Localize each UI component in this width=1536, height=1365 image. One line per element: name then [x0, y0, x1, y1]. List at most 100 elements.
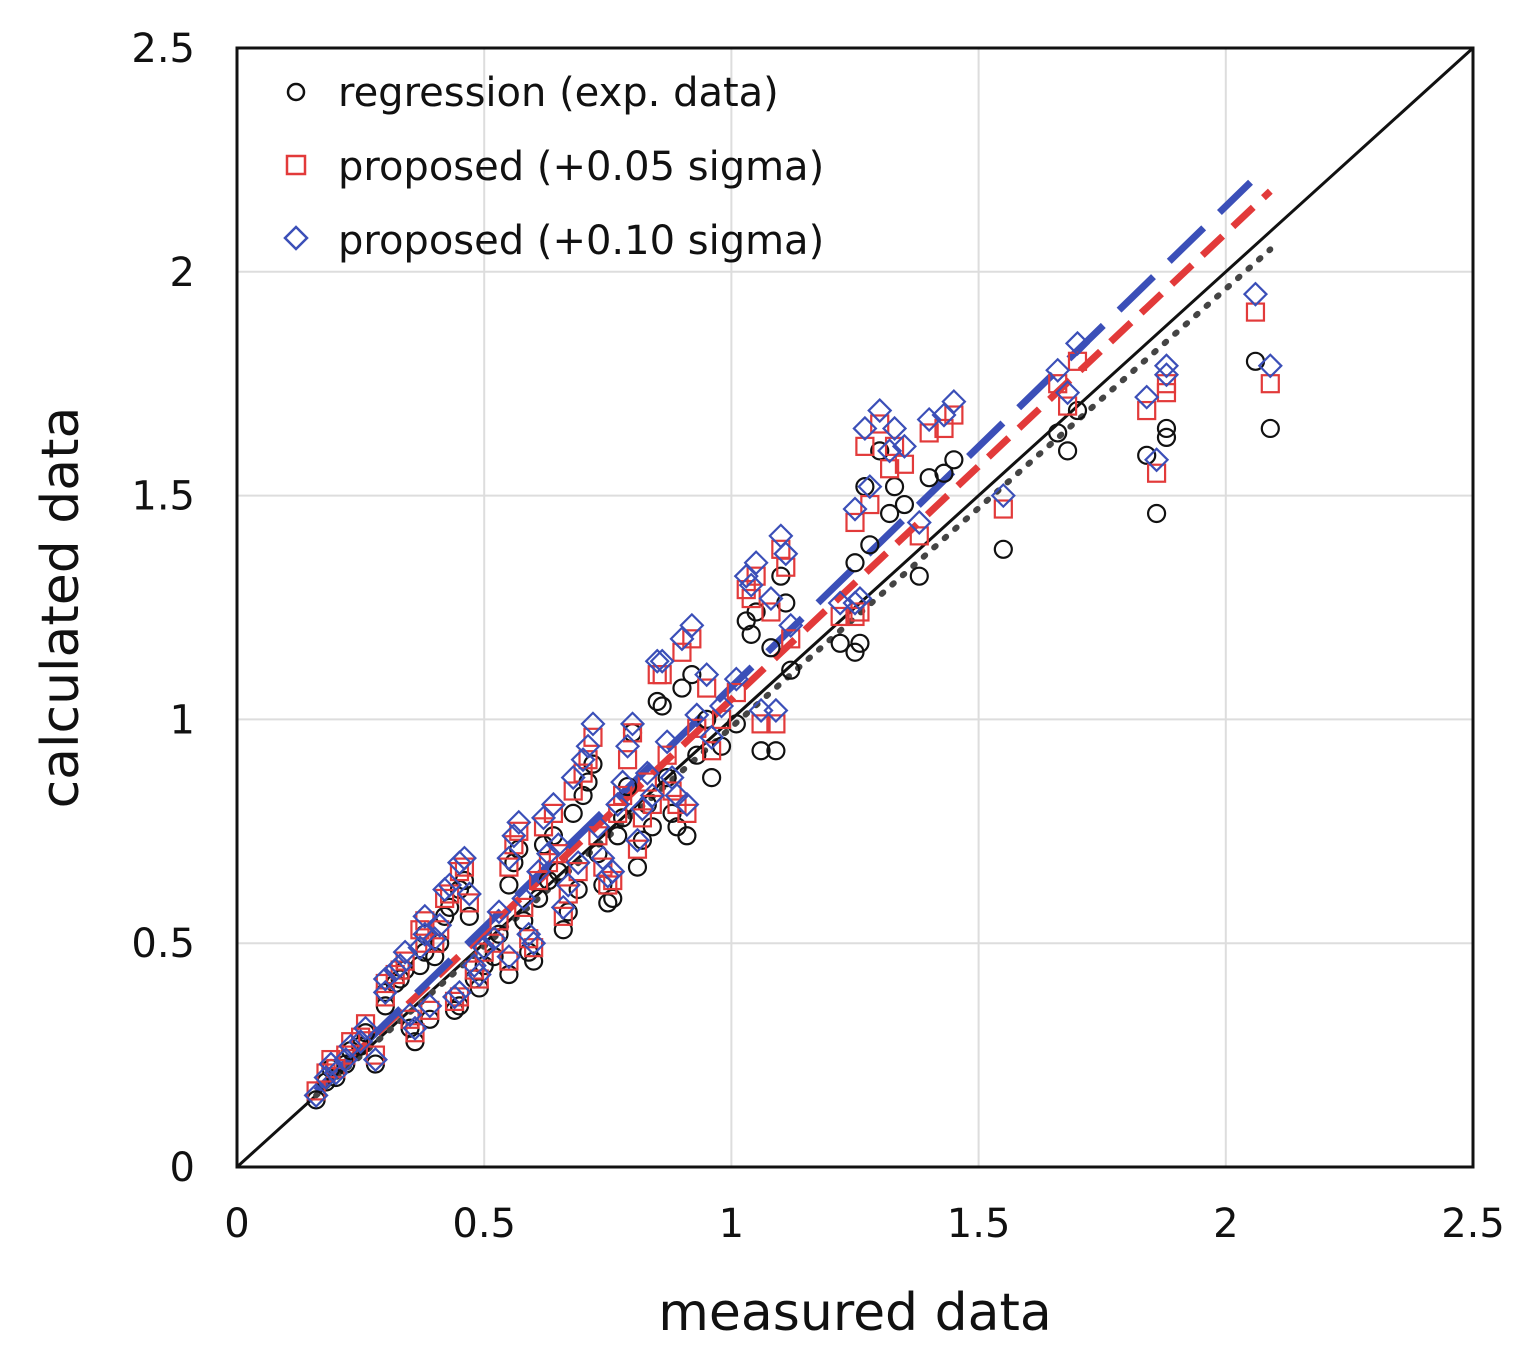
data-point-sigma010 [743, 550, 769, 576]
data-point-sigma010 [575, 733, 601, 759]
x-tick-label: 0 [224, 1201, 249, 1247]
data-point-regression [711, 736, 732, 756]
data-point-regression [1048, 423, 1068, 443]
data-point-sigma005 [563, 781, 583, 801]
data-point-sigma005 [944, 405, 964, 425]
data-point-sigma010 [1134, 384, 1160, 410]
data-point-sigma005 [880, 459, 900, 479]
data-point-sigma010 [778, 612, 804, 638]
data-point-sigma005 [894, 454, 915, 474]
data-point-sigma010 [867, 398, 893, 424]
data-point-regression [553, 920, 573, 940]
data-point-sigma005 [306, 1081, 326, 1101]
data-point-sigma010 [540, 791, 566, 817]
data-point-sigma010 [550, 894, 576, 920]
data-point-sigma010 [451, 845, 477, 871]
data-point-sigma005 [830, 606, 850, 627]
y-tick-labels: 0 0.5 1 1.5 2 2.5 [131, 26, 195, 1191]
data-point-sigma010 [684, 702, 710, 728]
data-point-sigma005 [1057, 396, 1078, 416]
data-point-sigma005 [499, 951, 519, 971]
data-point-sigma010 [1242, 281, 1269, 307]
data-point-sigma005 [845, 512, 865, 533]
data-point-sigma005 [548, 844, 568, 864]
data-point-sigma005 [484, 933, 504, 953]
x-tick-label: 2 [1213, 1201, 1238, 1247]
data-point-regression [845, 553, 865, 573]
y-tick-label: 2 [170, 250, 195, 296]
trend-lines [313, 179, 1274, 1099]
data-point-sigma010 [1144, 447, 1170, 473]
data-point-sigma005 [588, 826, 608, 846]
data-point-sigma010 [417, 993, 443, 1019]
data-point-sigma010 [560, 765, 586, 791]
data-point-regression [880, 503, 900, 524]
data-point-sigma005 [509, 821, 529, 841]
data-point-regression [1260, 418, 1280, 439]
data-point-regression [1057, 441, 1078, 461]
legend-item-sigma005: proposed (+0.05 sigma) [285, 144, 824, 190]
data-point-regression [563, 803, 583, 823]
data-point-sigma005 [514, 897, 534, 917]
data-point-sigma005 [415, 933, 435, 953]
data-point-sigma010 [471, 935, 497, 961]
data-point-sigma010 [437, 872, 463, 898]
data-point-sigma005 [449, 987, 470, 1007]
data-point-sigma005 [845, 606, 865, 627]
data-point-sigma010 [708, 693, 735, 719]
data-point-sigma005 [642, 794, 662, 815]
data-point-sigma010 [763, 697, 789, 724]
y-tick-label: 1.5 [131, 474, 195, 520]
data-point-sigma010 [580, 711, 606, 737]
data-point-sigma005 [761, 602, 781, 622]
data-point-sigma010 [555, 872, 581, 898]
data-point-sigma010 [916, 406, 942, 433]
legend-marker-diamond [283, 225, 309, 251]
x-tick-label: 1.5 [947, 1201, 1011, 1247]
x-tick-label: 1 [719, 1201, 744, 1247]
data-point-sigma005 [499, 857, 519, 877]
data-point-regression [850, 633, 870, 653]
data-points [303, 281, 1283, 1110]
y-axis-title: calculated data [31, 407, 91, 809]
data-point-sigma005 [365, 1045, 386, 1065]
data-point-regression [702, 767, 722, 788]
data-point-sigma005 [405, 1023, 425, 1043]
data-point-sigma010 [615, 733, 641, 759]
data-point-regression [425, 947, 445, 967]
data-point-regression [1156, 427, 1177, 448]
data-point-sigma010 [891, 433, 917, 459]
data-point-sigma005 [543, 803, 564, 823]
data-point-sigma010 [842, 496, 868, 522]
data-point-regression [884, 477, 905, 497]
data-point-regression [459, 906, 479, 926]
data-point-sigma005 [603, 870, 623, 891]
data-point-sigma010 [446, 850, 473, 876]
data-point-sigma010 [397, 1002, 423, 1028]
data-point-sigma010 [852, 415, 878, 442]
data-point-regression [726, 714, 746, 734]
data-point-regression [909, 566, 929, 586]
data-point-regression [652, 696, 672, 716]
data-point-sigma010 [545, 832, 571, 858]
data-point-sigma010 [446, 979, 473, 1005]
data-point-sigma005 [489, 911, 509, 931]
data-point-sigma005 [528, 870, 549, 891]
data-point-sigma010 [595, 863, 621, 889]
data-point-sigma010 [402, 1015, 428, 1041]
legend-label: proposed (+0.10 sigma) [338, 218, 824, 264]
data-point-regression [573, 785, 593, 806]
data-point-sigma005 [884, 436, 905, 456]
data-point-sigma010 [481, 926, 507, 952]
data-point-sigma005 [993, 499, 1013, 519]
data-point-sigma010 [694, 662, 720, 688]
data-point-sigma005 [702, 741, 722, 761]
data-point-sigma005 [341, 1032, 361, 1052]
data-point-sigma010 [521, 930, 547, 956]
data-point-sigma010 [516, 921, 542, 947]
data-point-regression [830, 633, 850, 653]
data-point-regression [524, 951, 544, 971]
data-point-sigma010 [511, 885, 537, 911]
x-axis-title: measured data [658, 1283, 1051, 1343]
data-point-sigma010 [372, 979, 398, 1005]
